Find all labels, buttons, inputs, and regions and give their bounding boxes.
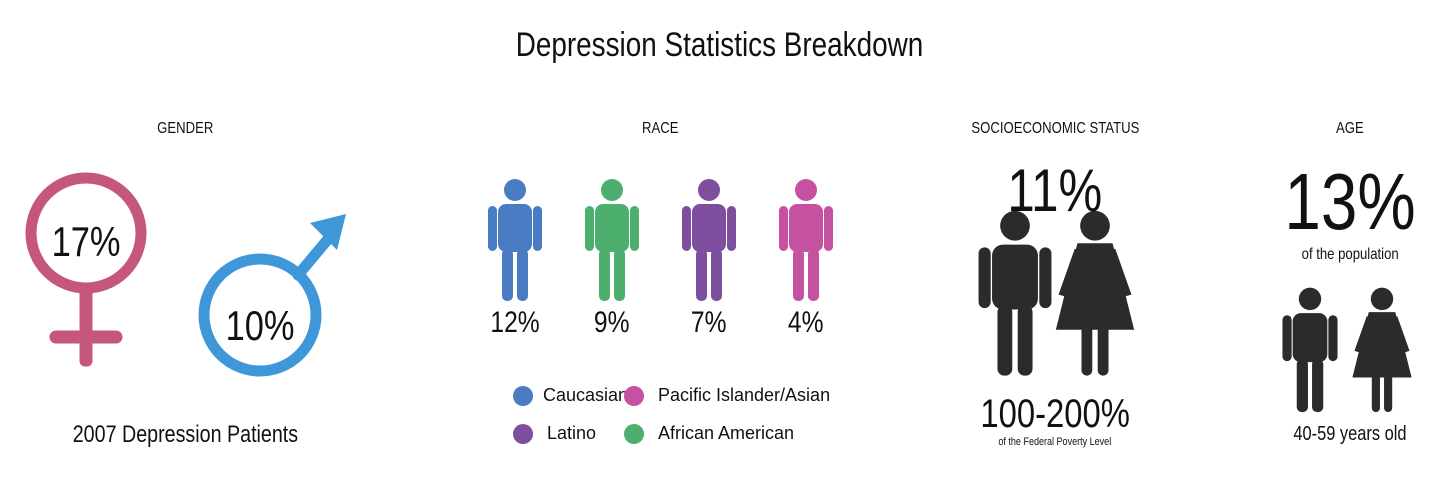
race-figure-latino-icon — [682, 179, 736, 301]
caucasian-swatch — [513, 386, 533, 406]
legend-label-african-american: African American — [658, 423, 795, 443]
female-percent: 17% — [51, 218, 121, 265]
ses-range: 100-200% — [980, 392, 1130, 436]
race-figure-african-american-icon — [585, 179, 639, 301]
race-figures — [488, 179, 833, 301]
legend-label-latino: Latino — [547, 423, 597, 443]
male-symbol-icon — [198, 214, 346, 377]
latino-swatch — [513, 424, 533, 444]
race-figure-caucasian-icon — [488, 179, 542, 301]
race-value-african-american: 9% — [594, 306, 630, 339]
african-american-swatch — [624, 424, 644, 444]
race-value-latino: 7% — [691, 306, 727, 339]
gender-heading: GENDER — [156, 120, 214, 137]
age-male-figure-icon — [1282, 287, 1338, 413]
page-title: Depression Statistics Breakdown — [516, 26, 924, 64]
age-female-figure-icon — [1352, 287, 1412, 413]
ses-male-figure-icon — [978, 210, 1052, 376]
age-sub: of the population — [1301, 246, 1399, 263]
race-heading: RACE — [641, 120, 679, 137]
race-value-pacific-islander-asian: 4% — [788, 306, 824, 339]
ses-percent: 11% — [1007, 157, 1103, 224]
ses-female-figure-icon — [1055, 210, 1135, 376]
legend-label-pacific-islander-asian: Pacific Islander/Asian — [658, 385, 831, 405]
ses-caption: of the Federal Poverty Level — [998, 436, 1112, 448]
race-figure-pacific-islander-asian-icon — [779, 179, 833, 301]
female-symbol-icon — [25, 172, 147, 367]
gender-caption: 2007 Depression Patients — [72, 421, 298, 448]
age-caption: 40-59 years old — [1293, 423, 1407, 445]
pacific-islander-asian-swatch — [624, 386, 644, 406]
male-percent: 10% — [225, 302, 295, 349]
race-value-caucasian: 12% — [490, 306, 540, 339]
legend-label-caucasian: Caucasian — [543, 385, 629, 405]
age-heading: AGE — [1336, 120, 1364, 137]
age-percent: 13% — [1284, 157, 1416, 246]
ses-heading: SOCIOECONOMIC STATUS — [971, 120, 1139, 137]
